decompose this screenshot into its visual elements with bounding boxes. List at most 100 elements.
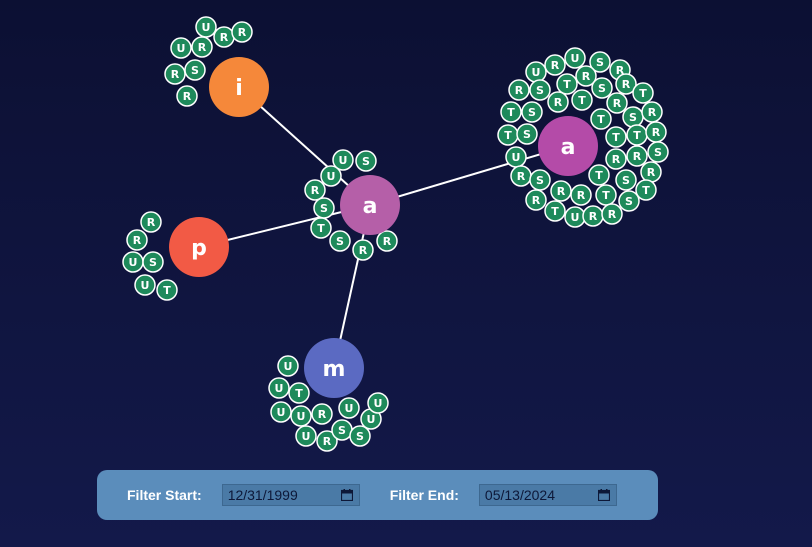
leaf-node[interactable]: R <box>316 430 338 452</box>
leaf-node[interactable]: U <box>295 425 317 447</box>
leaf-node[interactable]: T <box>288 382 310 404</box>
leaf-node[interactable]: R <box>544 54 566 76</box>
leaf-label: R <box>582 70 591 83</box>
leaf-label: R <box>557 185 566 198</box>
leaf-node[interactable]: S <box>355 150 377 172</box>
leaf-node[interactable]: U <box>290 405 312 427</box>
leaf-node[interactable]: S <box>329 230 351 252</box>
leaf-node[interactable]: U <box>505 146 527 168</box>
leaf-node[interactable]: U <box>320 165 342 187</box>
leaf-node[interactable]: U <box>268 377 290 399</box>
leaf-label: R <box>616 64 625 77</box>
leaf-node[interactable]: U <box>277 355 299 377</box>
node-m[interactable]: m <box>304 338 364 398</box>
leaf-node[interactable]: U <box>338 397 360 419</box>
leaf-node[interactable]: S <box>516 123 538 145</box>
leaf-node[interactable]: R <box>164 63 186 85</box>
leaf-node[interactable]: R <box>376 230 398 252</box>
filter-end-value: 05/13/2024 <box>484 487 555 503</box>
leaf-node[interactable]: T <box>588 164 610 186</box>
leaf-node[interactable]: R <box>213 26 235 48</box>
filter-bar: Filter Start: 12/31/1999 Filter End: 05/… <box>97 470 658 520</box>
leaf-node[interactable]: T <box>497 124 519 146</box>
leaf-node[interactable]: T <box>605 126 627 148</box>
leaf-node[interactable]: S <box>615 169 637 191</box>
leaf-node[interactable]: T <box>635 179 657 201</box>
leaf-node[interactable]: S <box>622 106 644 128</box>
leaf-node[interactable]: T <box>595 184 617 206</box>
leaf-label: S <box>362 155 370 168</box>
leaf-node[interactable]: R <box>231 21 253 43</box>
leaf-node[interactable]: T <box>590 108 612 130</box>
leaf-node[interactable]: R <box>582 205 604 227</box>
leaf-node[interactable]: U <box>564 47 586 69</box>
leaf-node[interactable]: S <box>618 190 640 212</box>
leaf-label: R <box>612 153 621 166</box>
leaf-node[interactable]: R <box>508 79 530 101</box>
leaf-node[interactable]: R <box>605 148 627 170</box>
leaf-node[interactable]: T <box>544 200 566 222</box>
leaf-node[interactable]: R <box>547 91 569 113</box>
leaf-node[interactable]: R <box>191 36 213 58</box>
leaf-node[interactable]: S <box>529 79 551 101</box>
leaf-node[interactable]: T <box>571 89 593 111</box>
leaf-node[interactable]: R <box>640 161 662 183</box>
leaf-node[interactable]: S <box>591 77 613 99</box>
leaf-node[interactable]: R <box>645 121 667 143</box>
node-a2[interactable]: a <box>538 116 598 176</box>
leaf-node[interactable]: R <box>601 203 623 225</box>
leaf-node[interactable]: U <box>195 16 217 38</box>
leaf-label: R <box>318 408 327 421</box>
leaf-node[interactable]: S <box>142 251 164 273</box>
leaf-node[interactable]: T <box>310 217 332 239</box>
leaf-node[interactable]: S <box>331 419 353 441</box>
node-center[interactable]: a <box>340 175 400 235</box>
leaf-node[interactable]: U <box>170 37 192 59</box>
leaf-node[interactable]: S <box>589 51 611 73</box>
leaf-node[interactable]: R <box>126 229 148 251</box>
leaf-node[interactable]: U <box>367 392 389 414</box>
leaf-node[interactable]: S <box>184 59 206 81</box>
leaf-node[interactable]: U <box>332 149 354 171</box>
leaf-node[interactable]: S <box>647 141 669 163</box>
leaf-node[interactable]: R <box>606 92 628 114</box>
leaf-node[interactable]: U <box>360 408 382 430</box>
leaf-node[interactable]: S <box>529 169 551 191</box>
leaf-node[interactable]: R <box>626 145 648 167</box>
leaf-label: S <box>536 84 544 97</box>
leaf-node[interactable]: R <box>641 101 663 123</box>
leaf-label: T <box>163 284 171 297</box>
node-i[interactable]: i <box>209 57 269 117</box>
leaf-node[interactable]: U <box>134 274 156 296</box>
leaf-node[interactable]: R <box>140 211 162 233</box>
filter-end-input[interactable]: 05/13/2024 <box>478 484 617 506</box>
leaf-node[interactable]: S <box>349 425 371 447</box>
leaf-node[interactable]: T <box>626 124 648 146</box>
calendar-icon[interactable] <box>340 489 353 501</box>
leaf-node[interactable]: R <box>304 179 326 201</box>
leaf-node[interactable]: R <box>615 73 637 95</box>
leaf-node[interactable]: T <box>156 279 178 301</box>
calendar-icon[interactable] <box>597 489 610 501</box>
leaf-node[interactable]: T <box>500 101 522 123</box>
leaf-node[interactable]: U <box>525 61 547 83</box>
leaf-node[interactable]: R <box>176 85 198 107</box>
leaf-node[interactable]: U <box>270 401 292 423</box>
leaf-label: S <box>320 202 328 215</box>
leaf-node[interactable]: T <box>556 73 578 95</box>
leaf-node[interactable]: U <box>122 251 144 273</box>
leaf-node[interactable]: S <box>313 197 335 219</box>
filter-start-input[interactable]: 12/31/1999 <box>221 484 360 506</box>
leaf-node[interactable]: S <box>521 101 543 123</box>
leaf-node[interactable]: R <box>311 403 333 425</box>
leaf-node[interactable]: T <box>632 82 654 104</box>
leaf-node[interactable]: R <box>575 65 597 87</box>
leaf-node[interactable]: R <box>525 189 547 211</box>
leaf-node[interactable]: U <box>564 206 586 228</box>
node-label: p <box>191 236 207 261</box>
leaf-node[interactable]: R <box>550 180 572 202</box>
node-p[interactable]: p <box>169 217 229 277</box>
leaf-node[interactable]: R <box>510 165 532 187</box>
leaf-node[interactable]: R <box>570 184 592 206</box>
leaf-node[interactable]: R <box>352 239 374 261</box>
